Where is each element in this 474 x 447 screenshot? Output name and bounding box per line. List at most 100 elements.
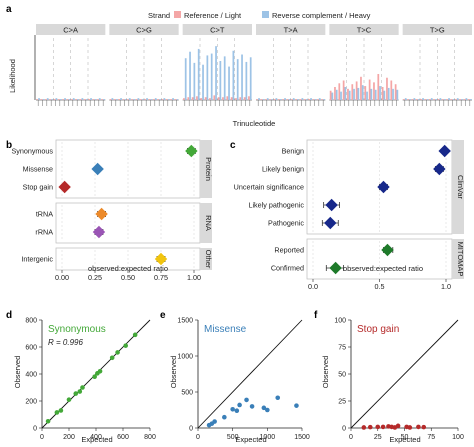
bar-a-c-a-reverse-complement-heavy-11: [85, 99, 88, 100]
bar-a-t-g-reverse-complement-heavy-2: [413, 98, 416, 100]
panel-letter-a: a: [6, 4, 12, 15]
xtick-label-d-3: 600: [117, 434, 129, 441]
strip-b-other: [200, 248, 212, 270]
bar-a-t-c-reference-light-1: [334, 87, 336, 100]
bar-a-c-t-reference-light-2: [191, 97, 194, 100]
row-label-c-confirmed: Confirmed: [271, 264, 304, 273]
bar-a-c-g-reference-light-11: [157, 99, 160, 100]
bar-a-t-c-reverse-complement-heavy-0: [331, 92, 334, 100]
bar-a-t-g-reverse-complement-heavy-1: [409, 99, 411, 100]
point-e-5: [234, 408, 240, 414]
bar-a-c-g-reverse-complement-heavy-11: [159, 99, 161, 100]
point-e-6: [237, 402, 242, 408]
title-d: Synonymous: [48, 324, 106, 335]
axis-e-ylabel: Observed: [169, 356, 178, 389]
row-label-c-likely-pathogenic: Likely pathogenic: [248, 201, 304, 210]
panel-letter-f: f: [314, 310, 318, 321]
facet-label-a-t-g: T>G: [430, 26, 445, 35]
ytick-label-d-4: 800: [25, 318, 37, 325]
point-d-0: [45, 418, 51, 424]
point-c-pathogenic: [324, 216, 337, 230]
bar-a-c-g-reference-light-3: [122, 99, 125, 100]
bar-a-c-g-reverse-complement-heavy-4: [128, 98, 131, 100]
bar-a-c-g-reference-light-1: [114, 99, 116, 100]
point-d-4: [73, 391, 79, 396]
bar-a-c-a-reference-light-10: [79, 99, 82, 100]
bar-a-t-a-reverse-complement-heavy-3: [271, 99, 273, 100]
bar-a-c-a-reverse-complement-heavy-3: [51, 99, 53, 100]
bar-a-c-g-reverse-complement-heavy-13: [167, 99, 170, 100]
ytick-label-f-2: 50: [338, 372, 346, 379]
row-label-c-benign: Benign: [282, 147, 304, 156]
xtick-label-f-2: 50: [401, 434, 409, 441]
bar-a-c-t-reference-light-11: [230, 97, 233, 100]
point-b-missense: [91, 162, 104, 176]
bar-a-t-g-reverse-complement-heavy-11: [452, 99, 455, 100]
point-d-1: [54, 410, 60, 415]
point-e-2: [212, 419, 217, 424]
xtick-label-e-2: 1000: [260, 434, 276, 441]
bar-a-c-g-reference-light-13: [166, 99, 168, 100]
axis-b-xlabel: observed:expected ratio: [88, 264, 168, 273]
bar-a-t-g-reference-light-6: [429, 99, 431, 100]
bar-a-c-g-reverse-complement-heavy-14: [172, 98, 174, 100]
identity-line-e: [197, 319, 303, 429]
bar-a-t-c-reference-light-2: [338, 83, 341, 100]
point-d-3: [66, 397, 72, 402]
facet-label-a-t-c: T>C: [357, 26, 372, 35]
xtick-label-f-0: 0: [349, 434, 353, 441]
facet-label-a-c-g: C>G: [136, 26, 152, 35]
legend-a-label-heavy: Reverse complement / Heavy: [272, 11, 371, 20]
bar-a-c-t-reverse-complement-heavy-9: [223, 56, 226, 100]
bar-a-c-g-reverse-complement-heavy-8: [146, 98, 148, 100]
xtick-label-e-1: 500: [227, 434, 239, 441]
identity-line-f: [350, 319, 459, 429]
bar-a-t-g-reverse-complement-heavy-10: [448, 98, 450, 100]
point-d-7: [92, 374, 97, 380]
panel-c-plot: ClinVar Benign Likely benign Uncertain sign…: [234, 139, 465, 291]
bar-a-t-a-reverse-complement-heavy-8: [292, 98, 295, 100]
bar-a-c-g-reverse-complement-heavy-6: [137, 98, 140, 100]
bar-a-t-g-reference-light-7: [433, 99, 436, 100]
bar-a-t-c-reference-light-15: [394, 84, 397, 100]
bar-a-t-c-reverse-complement-heavy-4: [348, 90, 351, 100]
bar-a-t-a-reverse-complement-heavy-5: [279, 99, 282, 100]
bar-a-t-a-reference-light-8: [291, 99, 293, 100]
row-label-b-rrna: rRNA: [35, 228, 53, 237]
bar-a-t-g-reference-light-13: [459, 99, 462, 100]
ytick-label-f-4: 100: [334, 318, 346, 325]
bar-a-t-c-reference-light-13: [386, 77, 388, 100]
facet-strip-a-t-g: [402, 24, 472, 35]
bar-a-t-g-reference-light-2: [411, 99, 414, 100]
bar-a-t-c-reference-light-8: [364, 86, 367, 100]
point-d-12: [123, 343, 128, 348]
bar-a-c-t-reference-light-4: [200, 98, 203, 100]
annotation-d: R = 0.996: [48, 338, 83, 347]
bar-a-t-a-reverse-complement-heavy-1: [262, 99, 265, 100]
bar-a-c-g-reference-light-9: [148, 99, 151, 100]
bar-a-t-g-reference-light-8: [437, 99, 440, 100]
tick-label-b-4: 1.00: [187, 273, 201, 282]
facet-label-a-t-a: T>A: [284, 26, 298, 35]
bar-a-c-t-reverse-complement-heavy-10: [228, 66, 230, 100]
bar-a-c-a-reverse-complement-heavy-14: [98, 98, 101, 100]
bar-a-t-c-reverse-complement-heavy-5: [353, 88, 355, 100]
bar-a-t-a-reference-light-6: [282, 99, 285, 100]
point-b-synonymous: [185, 144, 198, 158]
bar-a-c-t-reverse-complement-heavy-2: [193, 62, 196, 100]
bar-a-c-t-reverse-complement-heavy-15: [249, 57, 252, 100]
strip-label-b-other: Other: [204, 250, 213, 269]
bar-a-c-a-reverse-complement-heavy-4: [55, 98, 58, 100]
xtick-label-d-0: 0: [40, 434, 44, 441]
point-f-2: [375, 424, 381, 430]
strip-b-protein: [200, 140, 212, 198]
bar-a-t-c-reference-light-4: [347, 88, 349, 100]
bar-a-t-c-reference-light-7: [360, 76, 362, 100]
ytick-label-f-3: 75: [338, 345, 346, 352]
bar-a-t-g-reverse-complement-heavy-6: [430, 98, 433, 100]
bar-a-t-g-reverse-complement-heavy-4: [422, 98, 424, 100]
legend-a-title: Strand: [148, 11, 170, 20]
axis-d-xlabel: Expected: [81, 435, 112, 444]
bar-a-t-a-reference-light-5: [278, 99, 280, 100]
